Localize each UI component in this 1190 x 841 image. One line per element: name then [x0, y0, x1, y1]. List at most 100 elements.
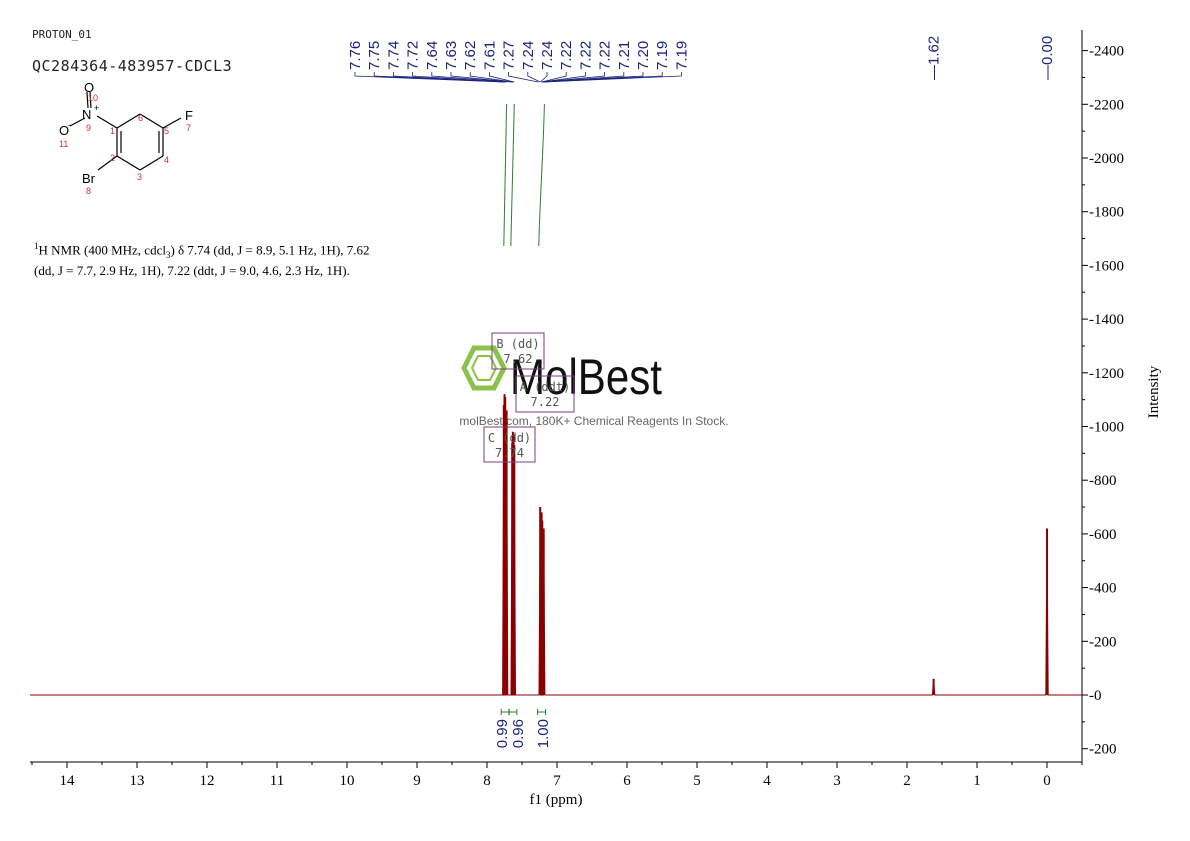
- peak-label: 7.19: [673, 41, 690, 70]
- experiment-name: PROTON_01: [32, 28, 92, 41]
- peak-label-leader: [450, 72, 513, 83]
- spectrum-trace: [30, 394, 1082, 696]
- multiplet-shift: 7.74: [495, 446, 524, 460]
- atom-number: 9: [86, 123, 91, 133]
- charge-minus: -: [68, 120, 71, 130]
- atom-number: 7: [186, 123, 191, 133]
- charge-plus: +: [94, 103, 99, 113]
- atom-number: 4: [164, 155, 169, 165]
- x-tick-label: 12: [200, 773, 215, 789]
- peak-label: 7.24: [539, 41, 556, 70]
- atom-o-top: O: [84, 80, 94, 95]
- plot-layer: 14 13 12 11 10 9 8 7 6 5 4 3 2 1 0f1 (ppm)-200-0-200-4…: [30, 30, 1162, 808]
- peak-label: 7.75: [366, 41, 383, 70]
- peak-label: —0.00: [1039, 36, 1056, 80]
- multiplet-label: C (dd): [488, 431, 531, 445]
- nucleus-superscript: 1: [34, 241, 39, 251]
- y-tick-label: -600: [1089, 527, 1117, 543]
- ring-bond: [116, 155, 141, 171]
- x-tick-label: 5: [693, 773, 701, 789]
- ring-bond: [139, 155, 164, 171]
- y-tick-label: -800: [1089, 473, 1117, 489]
- peak-label: 7.63: [443, 41, 460, 70]
- n-o-bond: [69, 117, 86, 127]
- nmr-desc-text: H NMR (400 MHz, cdcl: [38, 242, 166, 258]
- watermark-tagline: molBest.com, 180K+ Chemical Reagents In …: [459, 414, 728, 428]
- peak-label: 7.74: [385, 41, 402, 70]
- multiplet-box: [491, 332, 545, 370]
- peak-label-leader: [527, 72, 541, 83]
- peak-label-leader: [539, 72, 548, 83]
- y-tick-label: -2200: [1089, 97, 1124, 113]
- x-tick-label: 3: [833, 773, 841, 789]
- molbest-logo-icon: [461, 345, 507, 391]
- peak-label-leader: [541, 72, 586, 83]
- c-br-bond: [97, 155, 118, 171]
- y-tick-label: -2400: [1089, 44, 1124, 60]
- peak-label: 7.64: [424, 41, 441, 70]
- x-tick-label: 8: [483, 773, 491, 789]
- y-tick-label: -400: [1089, 581, 1117, 597]
- peak-label-leader: [542, 72, 625, 83]
- atom-number: 1: [110, 126, 115, 136]
- ring-bond: [139, 113, 164, 129]
- sample-id: QC284364-483957-CDCL3: [32, 57, 233, 75]
- peak-label-leader: [543, 72, 682, 83]
- x-tick-label: 4: [763, 773, 771, 789]
- y-tick-label: -1200: [1089, 366, 1124, 382]
- y-tick-label: -1600: [1089, 258, 1124, 274]
- y-tick-label: -200: [1089, 742, 1117, 758]
- integral-curve: [538, 103, 545, 247]
- nmr-desc-sub: 3: [165, 249, 171, 260]
- integral-value: 1.00: [535, 719, 552, 748]
- c-f-bond: [162, 117, 182, 129]
- peak-label-leader: [412, 72, 507, 83]
- y-tick-label: -0: [1089, 688, 1102, 704]
- multiplet-box: [483, 426, 536, 463]
- peak-label: 7.72: [405, 41, 422, 70]
- multiplet-label: B (dd): [496, 337, 539, 351]
- molbest-watermark: MolBest molBest.com, 180K+ Chemical Reag…: [459, 345, 729, 428]
- x-tick-label: 2: [903, 773, 911, 789]
- peak-label-leader: [489, 72, 515, 83]
- peak-label-leader: [508, 72, 539, 83]
- multiplet-label: A (ddt): [520, 380, 571, 394]
- x-tick-label: 13: [130, 773, 145, 789]
- atom-o-left: O: [59, 123, 69, 138]
- peak-label: 7.76: [347, 41, 364, 70]
- peak-label-leader: [541, 72, 605, 83]
- multiplet-shift: 7.62: [504, 352, 533, 366]
- peak-label: 7.27: [501, 41, 518, 70]
- c-n-bond: [96, 115, 118, 129]
- integral-value: 0.99: [494, 719, 511, 748]
- atom-number: 5: [164, 126, 169, 136]
- peak-label-leader: [431, 72, 513, 83]
- atom-f: F: [185, 108, 193, 123]
- peak-label: 7.20: [635, 41, 652, 70]
- integral-curve: [510, 103, 515, 247]
- atom-n: N: [82, 107, 91, 122]
- structure-labels: O N + O - F Br 10 9 11 1 6 5 7 2 4 3 8: [59, 80, 193, 196]
- y-axis-label: Intensity: [1146, 365, 1162, 418]
- n-o-bond: [86, 91, 89, 109]
- x-tick-label: 7: [553, 773, 561, 789]
- peak-label: —1.62: [926, 36, 943, 80]
- peak-label: 7.24: [520, 41, 537, 70]
- y-tick-label: -2000: [1089, 151, 1124, 167]
- x-tick-label: 14: [60, 773, 76, 789]
- peak-label-leader: [541, 72, 567, 83]
- x-tick-label: 6: [623, 773, 631, 789]
- peak-label-leader: [469, 72, 514, 83]
- x-tick-label: 10: [340, 773, 355, 789]
- atom-number: 6: [138, 113, 143, 123]
- chemical-structure: [69, 91, 182, 171]
- peak-label: 7.22: [597, 41, 614, 70]
- x-tick-label: 11: [270, 773, 284, 789]
- n-o-bond: [89, 91, 92, 109]
- atom-number: 8: [86, 186, 91, 196]
- molbest-logo-inner-icon: [470, 355, 498, 381]
- atom-number: 10: [88, 93, 98, 103]
- atom-number: 11: [59, 139, 68, 149]
- peak-label: 7.22: [558, 41, 575, 70]
- atom-number: 2: [110, 153, 115, 163]
